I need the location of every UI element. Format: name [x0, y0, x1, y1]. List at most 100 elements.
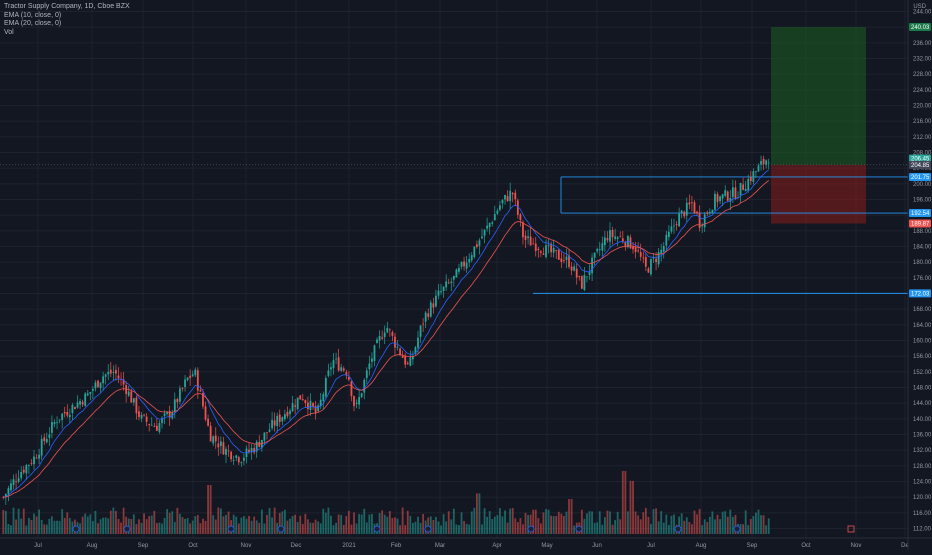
volume-bar [391, 517, 394, 534]
candle-body [48, 434, 51, 438]
candle-body [388, 329, 391, 331]
candle-body [66, 411, 69, 416]
candle-body [365, 370, 368, 379]
volume-bar [273, 507, 276, 534]
volume-bar [483, 508, 486, 534]
volume-bar [652, 508, 655, 534]
volume-bar [171, 511, 174, 534]
candle-body [179, 388, 181, 402]
y-tick-label: 180.00 [913, 260, 932, 266]
volume-bar [30, 519, 33, 534]
volume-bar [43, 524, 46, 534]
candle-body [644, 257, 647, 267]
candle-body [619, 236, 622, 238]
volume-bar [56, 520, 58, 534]
candle-body [271, 419, 273, 429]
candle-body [173, 399, 176, 413]
candle-body [486, 225, 489, 229]
volume-bar [353, 512, 355, 534]
candle-body [588, 271, 591, 275]
candle-body [337, 357, 340, 371]
candle-body [747, 178, 750, 191]
candle-body [767, 162, 770, 164]
volume-bar [603, 517, 606, 534]
y-tick-label: 220.00 [913, 104, 932, 110]
x-tick-label: Aug [696, 543, 707, 549]
candle-body [481, 236, 483, 239]
volume-bar [409, 515, 412, 534]
volume-bar [606, 510, 609, 534]
candle-body [609, 230, 611, 242]
volume-bar [33, 513, 35, 534]
candle-body [511, 192, 514, 195]
dividend-marker-icon [72, 525, 80, 533]
candle-body [40, 439, 43, 456]
candle-body [273, 420, 276, 426]
dividend-marker-icon [575, 525, 583, 533]
volume-bar [312, 522, 314, 534]
candle-body [586, 276, 588, 278]
volume-bar [683, 520, 686, 534]
y-tick-label: 184.00 [913, 245, 932, 251]
candle-body [396, 346, 399, 348]
volume-bar [470, 511, 473, 534]
volume-bar [422, 514, 425, 534]
volume-bar [381, 510, 384, 534]
price-tag-label: 240.03 [911, 25, 930, 31]
candle-body [642, 257, 645, 259]
volume-bar [452, 508, 455, 534]
candle-body [199, 390, 202, 392]
y-tick-label: 228.00 [913, 72, 932, 78]
candle-body [135, 397, 138, 414]
y-tick-label: 132.00 [913, 448, 932, 454]
candle-body [4, 493, 7, 498]
candle-body [603, 237, 606, 246]
volume-bar [624, 471, 627, 534]
candle-body [455, 269, 458, 278]
candle-body [703, 214, 706, 228]
ema20-line [3, 180, 769, 498]
candle-body [601, 243, 604, 251]
price-tag-label: 204.85 [911, 163, 930, 169]
volume-bar [532, 509, 535, 534]
candle-body [432, 303, 435, 308]
volume-bar [637, 515, 640, 534]
y-tick-label: 200.00 [913, 182, 932, 188]
volume-bar [499, 508, 501, 534]
price-tag-bg [909, 160, 931, 169]
volume-bar [150, 515, 153, 534]
candle-body [30, 463, 33, 464]
volume-bar [509, 508, 512, 534]
volume-bar [253, 516, 256, 534]
volume-bar [360, 514, 363, 534]
volume-bar [570, 499, 573, 534]
candle-body [250, 448, 253, 453]
volume-bar [739, 523, 742, 534]
candle-body [148, 424, 151, 426]
volume-bar [596, 522, 599, 534]
candle-body [519, 214, 522, 221]
candle-body [153, 426, 156, 427]
volume-bar [627, 511, 629, 534]
candle-body [499, 205, 501, 210]
volume-bar [166, 509, 169, 534]
candle-body [463, 261, 465, 267]
y-tick-label: 156.00 [913, 354, 932, 360]
volume-bar [158, 522, 161, 534]
volume-bar [440, 525, 442, 534]
candle-body [301, 399, 304, 401]
volume-bar [670, 515, 673, 534]
candle-body [309, 400, 312, 410]
candle-body [647, 268, 650, 273]
candle-body [696, 211, 698, 214]
candle-body [711, 209, 714, 214]
candle-body [744, 188, 747, 192]
x-tick-label: Jun [592, 543, 602, 549]
candle-body [332, 360, 335, 369]
candle-body [245, 448, 248, 457]
volume-bar [35, 516, 38, 534]
volume-bar [614, 520, 617, 534]
grid [0, 0, 908, 538]
